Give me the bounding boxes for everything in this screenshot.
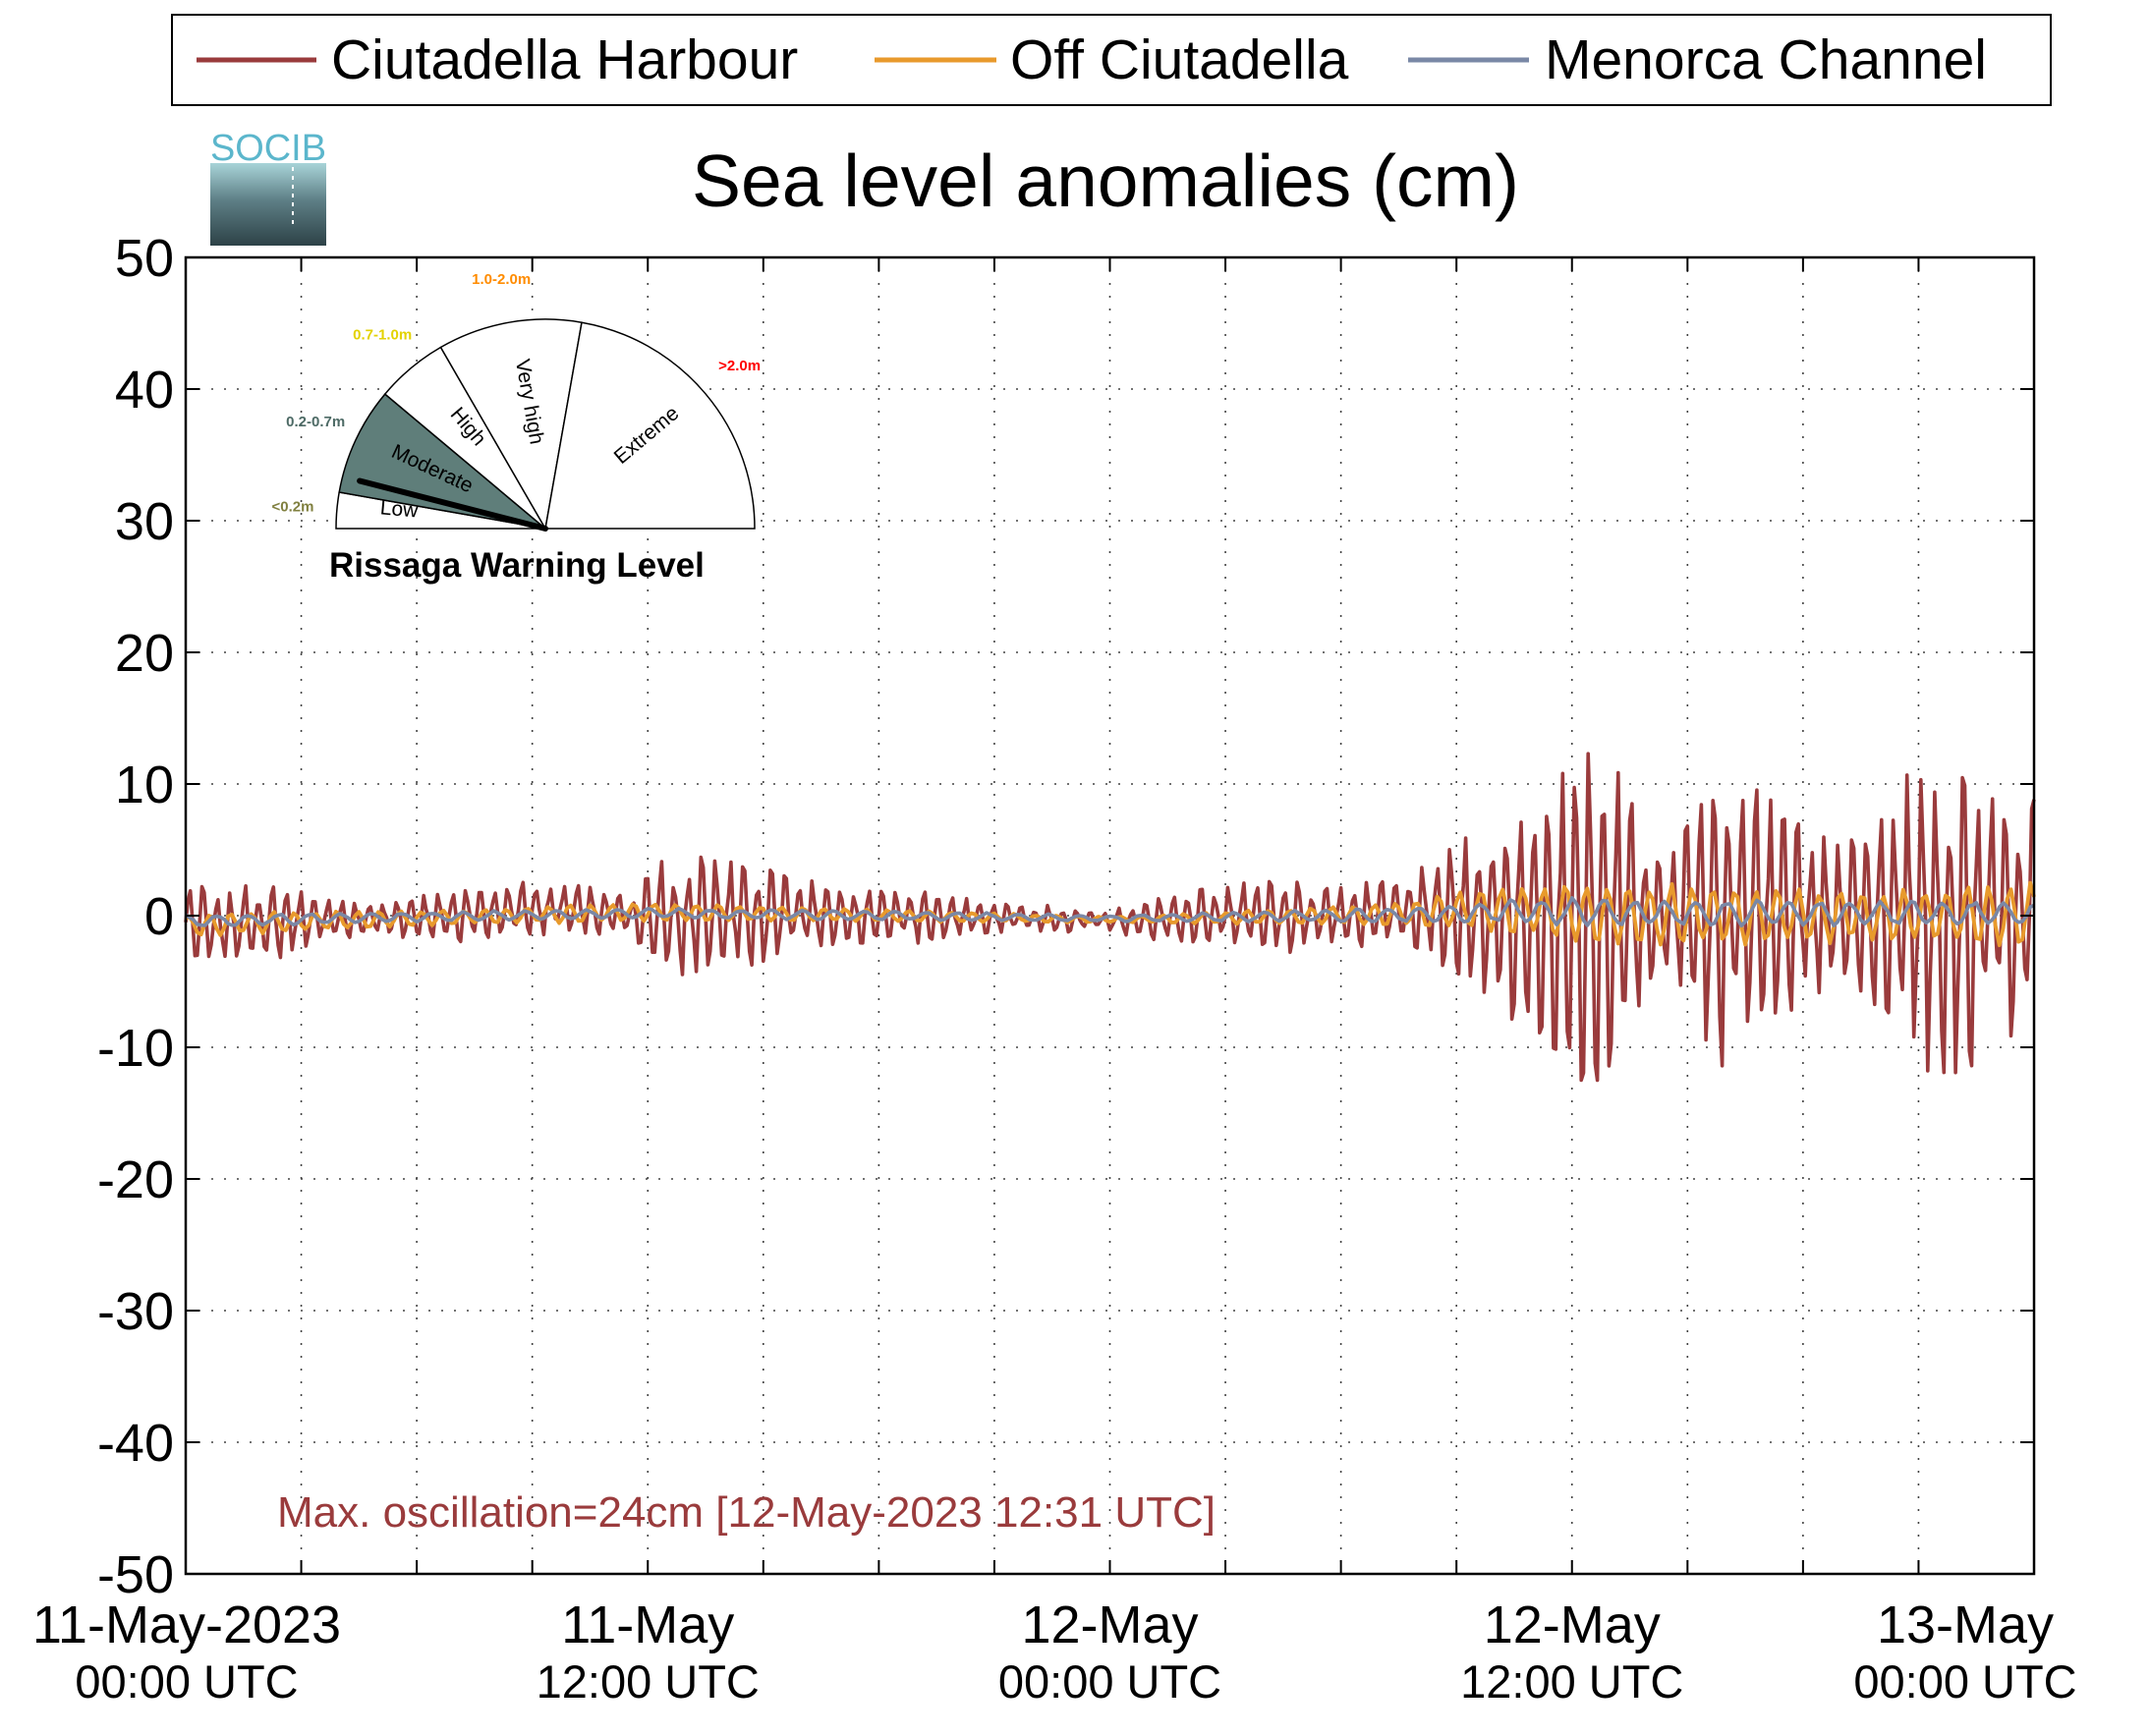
y-tick-label: -50 bbox=[97, 1545, 174, 1604]
y-axis: 50 40 30 20 10 0 -10 -20 -30 -40 -50 bbox=[97, 229, 2034, 1604]
socib-logo: SOCIB bbox=[210, 128, 326, 246]
legend-box bbox=[171, 14, 2052, 106]
x-tick-label-date: 12-May bbox=[1021, 1596, 1198, 1654]
y-tick-label: -10 bbox=[97, 1019, 174, 1078]
y-tick-label: -20 bbox=[97, 1150, 174, 1209]
legend-label-off-ciutadella: Off Ciutadella bbox=[1010, 28, 1349, 91]
gauge-range-label: 0.7-1.0m bbox=[353, 326, 412, 343]
gauge-sector-very-high bbox=[439, 318, 583, 532]
x-tick-label-time: 00:00 UTC bbox=[75, 1655, 298, 1708]
x-tick-label-date: 11-May bbox=[561, 1596, 734, 1654]
x-tick-label-time: 00:00 UTC bbox=[998, 1655, 1221, 1708]
legend-label-menorca-channel: Menorca Channel bbox=[1545, 28, 1987, 91]
y-tick-label: 30 bbox=[115, 492, 174, 551]
gauge-title: Rissaga Warning Level bbox=[329, 546, 705, 585]
x-tick-label-date: 12-May bbox=[1484, 1596, 1661, 1654]
legend: Ciutadella Harbour Off Ciutadella Menorc… bbox=[171, 14, 2052, 106]
y-tick-label: 40 bbox=[115, 361, 174, 420]
y-tick-label: 10 bbox=[115, 756, 174, 814]
y-tick-label: -30 bbox=[97, 1282, 174, 1341]
x-tick-label-time: 00:00 UTC bbox=[1853, 1655, 2076, 1708]
series-lines bbox=[184, 752, 2036, 1083]
gauge-sector-moderate bbox=[338, 393, 548, 531]
x-tick-label-date: 13-May bbox=[1877, 1596, 2054, 1654]
y-tick-label: -40 bbox=[97, 1414, 174, 1473]
gauge-range-label: >2.0m bbox=[718, 358, 761, 374]
x-tick-label-time: 12:00 UTC bbox=[537, 1655, 760, 1708]
series-line-menorca-channel bbox=[184, 896, 2035, 927]
series-line-off-ciutadella bbox=[185, 880, 2036, 947]
gauge-range-label: 0.2-0.7m bbox=[286, 414, 345, 430]
max-oscillation-annotation: Max. oscillation=24cm [12-May-2023 12:31… bbox=[277, 1488, 1216, 1537]
legend-label-ciutadella-harbour: Ciutadella Harbour bbox=[331, 28, 798, 91]
x-tick-label-date: 11-May-2023 bbox=[32, 1596, 341, 1654]
y-tick-label: 50 bbox=[115, 229, 174, 288]
gauge-sector-extreme bbox=[544, 321, 756, 530]
y-tick-label: 0 bbox=[144, 887, 174, 946]
x-tick-label-time: 12:00 UTC bbox=[1460, 1655, 1683, 1708]
chart-title: Sea level anomalies (cm) bbox=[692, 140, 1519, 222]
gauge-range-label: <0.2m bbox=[272, 499, 314, 516]
series-line-ciutadella-harbour bbox=[184, 752, 2036, 1083]
gauge-needle bbox=[357, 477, 548, 532]
socib-logo-wave bbox=[210, 163, 326, 246]
y-tick-label: 20 bbox=[115, 624, 174, 683]
gauge-range-label: 1.0-2.0m bbox=[472, 271, 531, 288]
socib-logo-text: SOCIB bbox=[210, 128, 326, 169]
